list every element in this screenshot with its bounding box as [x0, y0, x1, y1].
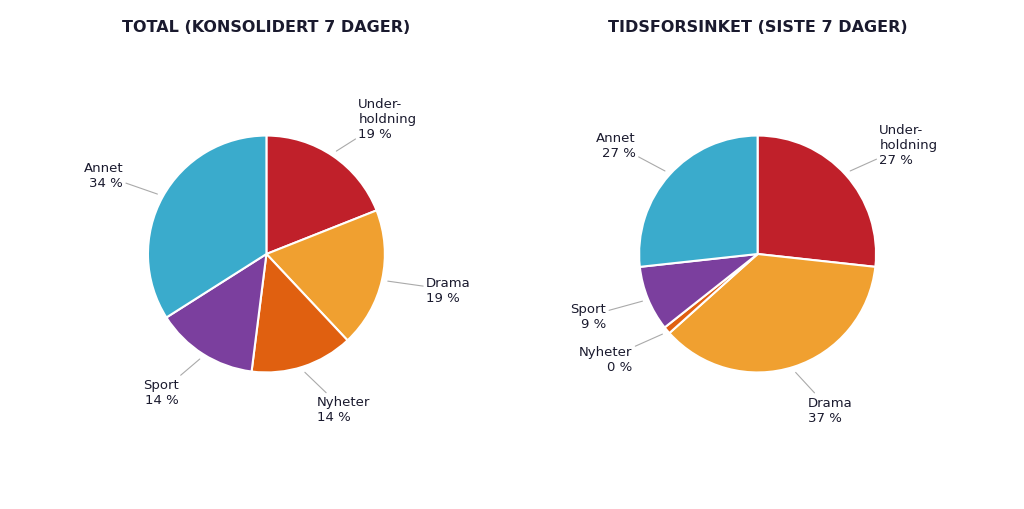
Wedge shape — [266, 211, 385, 341]
Text: Sport
14 %: Sport 14 % — [143, 359, 200, 406]
Text: Sport
9 %: Sport 9 % — [570, 301, 642, 330]
Wedge shape — [147, 136, 266, 318]
Wedge shape — [266, 136, 377, 254]
Wedge shape — [665, 254, 758, 333]
Wedge shape — [166, 254, 266, 372]
Wedge shape — [670, 254, 876, 373]
Text: Nyheter
14 %: Nyheter 14 % — [305, 373, 371, 423]
Text: Annet
27 %: Annet 27 % — [596, 132, 665, 172]
Wedge shape — [639, 136, 758, 267]
Text: Drama
19 %: Drama 19 % — [388, 276, 471, 304]
Wedge shape — [252, 254, 347, 373]
Text: Nyheter
0 %: Nyheter 0 % — [580, 334, 663, 374]
Text: Under-
holdning
19 %: Under- holdning 19 % — [336, 98, 417, 152]
Title: TIDSFORSINKET (SISTE 7 DAGER): TIDSFORSINKET (SISTE 7 DAGER) — [608, 20, 907, 35]
Wedge shape — [640, 254, 758, 328]
Text: Drama
37 %: Drama 37 % — [796, 373, 852, 424]
Title: TOTAL (KONSOLIDERT 7 DAGER): TOTAL (KONSOLIDERT 7 DAGER) — [122, 20, 411, 35]
Wedge shape — [758, 136, 877, 267]
Text: Under-
holdning
27 %: Under- holdning 27 % — [850, 124, 937, 172]
Text: Annet
34 %: Annet 34 % — [84, 162, 158, 195]
